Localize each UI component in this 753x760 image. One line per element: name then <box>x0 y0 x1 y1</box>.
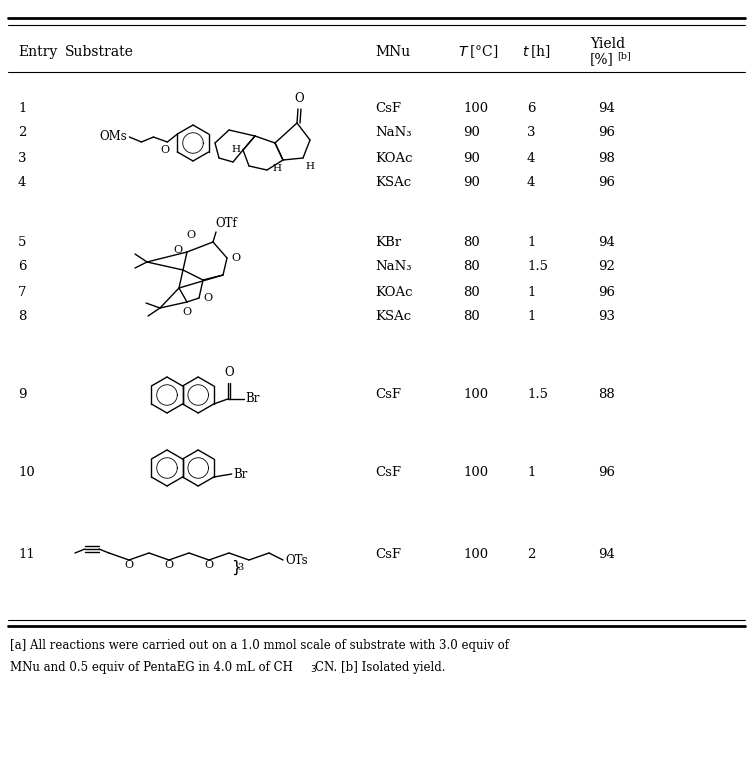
Text: 100: 100 <box>463 388 488 401</box>
Text: 93: 93 <box>598 311 615 324</box>
Text: Yield: Yield <box>590 37 625 51</box>
Text: 11: 11 <box>18 549 35 562</box>
Text: 90: 90 <box>463 126 480 140</box>
Text: 3: 3 <box>310 666 316 675</box>
Text: 7: 7 <box>18 286 26 299</box>
Text: 8: 8 <box>18 311 26 324</box>
Text: 1: 1 <box>527 311 535 324</box>
Text: OTs: OTs <box>285 553 308 566</box>
Text: 100: 100 <box>463 102 488 115</box>
Text: Substrate: Substrate <box>65 45 134 59</box>
Text: 94: 94 <box>598 236 615 249</box>
Text: 2: 2 <box>527 549 535 562</box>
Text: 98: 98 <box>598 151 615 164</box>
Text: 3: 3 <box>18 151 26 164</box>
Text: $T$ [°C]: $T$ [°C] <box>458 43 498 60</box>
Text: 4: 4 <box>18 176 26 189</box>
Text: CsF: CsF <box>375 388 401 401</box>
Text: 96: 96 <box>598 176 615 189</box>
Text: 80: 80 <box>463 236 480 249</box>
Text: 6: 6 <box>18 261 26 274</box>
Text: O: O <box>124 560 133 570</box>
Text: 96: 96 <box>598 286 615 299</box>
Text: O: O <box>294 92 303 105</box>
Text: O: O <box>203 293 212 303</box>
Text: 1.5: 1.5 <box>527 261 548 274</box>
Text: 80: 80 <box>463 261 480 274</box>
Text: O: O <box>187 230 196 240</box>
Text: 96: 96 <box>598 126 615 140</box>
Text: KSAc: KSAc <box>375 176 411 189</box>
Text: MNu and 0.5 equiv of PentaEG in 4.0 mL of CH: MNu and 0.5 equiv of PentaEG in 4.0 mL o… <box>10 660 293 673</box>
Text: NaN₃: NaN₃ <box>375 261 411 274</box>
Text: KOAc: KOAc <box>375 286 413 299</box>
Text: 92: 92 <box>598 261 615 274</box>
Text: CN. [b] Isolated yield.: CN. [b] Isolated yield. <box>315 660 446 673</box>
Text: KSAc: KSAc <box>375 311 411 324</box>
Text: 80: 80 <box>463 286 480 299</box>
Text: O: O <box>174 245 183 255</box>
Text: 6: 6 <box>527 102 535 115</box>
Text: 96: 96 <box>598 465 615 479</box>
Text: [%]: [%] <box>590 52 614 66</box>
Text: H: H <box>305 162 314 171</box>
Text: 100: 100 <box>463 465 488 479</box>
Text: 90: 90 <box>463 176 480 189</box>
Text: O: O <box>182 307 191 317</box>
Text: 88: 88 <box>598 388 614 401</box>
Text: 3: 3 <box>527 126 535 140</box>
Text: 100: 100 <box>463 549 488 562</box>
Text: [a] All reactions were carried out on a 1.0 mmol scale of substrate with 3.0 equ: [a] All reactions were carried out on a … <box>10 638 509 651</box>
Text: Br: Br <box>233 467 248 480</box>
Text: MNu: MNu <box>375 45 410 59</box>
Text: OMs: OMs <box>99 131 127 144</box>
Text: $t$ [h]: $t$ [h] <box>522 43 550 60</box>
Text: 2: 2 <box>18 126 26 140</box>
Text: H: H <box>231 145 240 154</box>
Text: Br: Br <box>245 392 260 406</box>
Text: 3: 3 <box>237 563 243 572</box>
Text: O: O <box>224 366 233 379</box>
Text: 4: 4 <box>527 176 535 189</box>
Text: 1: 1 <box>18 102 26 115</box>
Text: 1: 1 <box>527 465 535 479</box>
Text: O: O <box>204 560 214 570</box>
Text: 90: 90 <box>463 151 480 164</box>
Text: 9: 9 <box>18 388 26 401</box>
Text: 94: 94 <box>598 549 615 562</box>
Text: 80: 80 <box>463 311 480 324</box>
Text: 10: 10 <box>18 465 35 479</box>
Text: CsF: CsF <box>375 102 401 115</box>
Text: NaN₃: NaN₃ <box>375 126 411 140</box>
Text: 1: 1 <box>527 236 535 249</box>
Text: O: O <box>231 253 240 263</box>
Text: H: H <box>272 164 281 173</box>
Text: O: O <box>164 560 173 570</box>
Text: KOAc: KOAc <box>375 151 413 164</box>
Text: 94: 94 <box>598 102 615 115</box>
Text: OTf: OTf <box>215 217 236 230</box>
Text: 4: 4 <box>527 151 535 164</box>
Text: }: } <box>231 559 241 575</box>
Text: O: O <box>161 145 170 155</box>
Text: CsF: CsF <box>375 549 401 562</box>
Text: Entry: Entry <box>18 45 57 59</box>
Text: KBr: KBr <box>375 236 401 249</box>
Text: 1: 1 <box>527 286 535 299</box>
Text: CsF: CsF <box>375 465 401 479</box>
Text: 1.5: 1.5 <box>527 388 548 401</box>
Text: [b]: [b] <box>617 52 631 61</box>
Text: 5: 5 <box>18 236 26 249</box>
